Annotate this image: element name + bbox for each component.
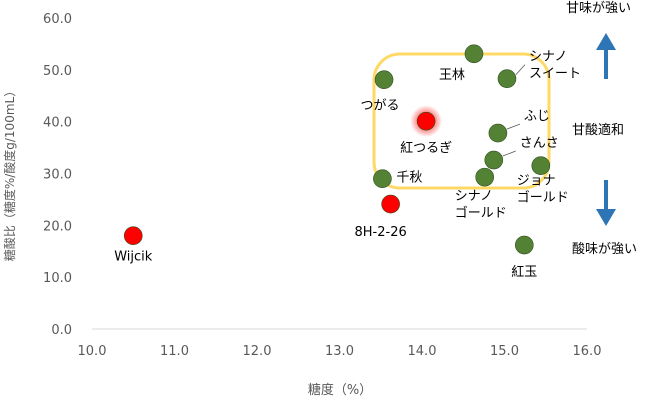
x-tick-label: 13.0 — [325, 344, 354, 359]
y-tick-label: 50.0 — [43, 64, 72, 79]
point-label: 紅つるぎ — [400, 141, 452, 156]
y-tick-label: 60.0 — [43, 12, 72, 27]
data-point[interactable] — [373, 169, 392, 188]
x-tick-label: 14.0 — [408, 344, 437, 359]
balanced-region — [372, 52, 551, 190]
data-point[interactable] — [488, 123, 508, 143]
data-point[interactable] — [416, 111, 436, 131]
data-point[interactable] — [484, 150, 504, 170]
leader-line — [515, 64, 526, 75]
annotation-sweet: 甘味が強い — [566, 1, 631, 16]
y-tick-label: 40.0 — [43, 116, 72, 131]
data-point[interactable] — [497, 69, 517, 88]
x-tick-label: 10.0 — [78, 344, 107, 359]
point-label: Wijcik — [114, 250, 153, 265]
point-label: ジョナゴールド — [517, 174, 569, 206]
x-tick-label: 11.0 — [160, 344, 189, 359]
data-point[interactable] — [123, 226, 143, 245]
point-label: 8H-2-26 — [355, 225, 407, 240]
leader-line — [502, 150, 516, 157]
x-axis-label: 糖度（%） — [308, 382, 372, 398]
data-point[interactable] — [374, 70, 394, 89]
data-point[interactable] — [531, 156, 551, 176]
point-label: 紅玉 — [511, 265, 537, 280]
y-tick-label: 20.0 — [43, 219, 72, 234]
point-label: 千秋 — [396, 171, 422, 186]
arrow-up-icon — [596, 33, 616, 79]
y-tick-label: 30.0 — [43, 168, 72, 183]
data-point[interactable] — [514, 235, 534, 255]
annotation-sour: 酸味が強い — [572, 242, 637, 257]
point-label: ふじ — [524, 109, 550, 124]
point-label: さんさ — [520, 136, 559, 151]
leader-line — [506, 123, 521, 130]
y-axis-label: 糖酸比（糖度%/酸度g/100mL） — [2, 85, 17, 261]
point-label: シナノスイート — [529, 50, 581, 82]
data-point[interactable] — [464, 44, 484, 64]
annotation-balanced: 甘酸適和 — [572, 122, 624, 138]
data-point[interactable] — [475, 167, 495, 187]
point-label: つがる — [361, 99, 400, 114]
point-label: シナノゴールド — [455, 189, 507, 221]
arrow-down-icon — [596, 180, 616, 226]
data-point[interactable] — [381, 194, 400, 214]
point-label: 王林 — [439, 68, 465, 83]
x-tick-label: 15.0 — [490, 344, 519, 359]
y-tick-label: 10.0 — [43, 271, 72, 286]
x-tick-label: 12.0 — [243, 344, 272, 359]
x-tick-label: 16.0 — [573, 344, 602, 359]
y-tick-label: 0.0 — [51, 323, 72, 338]
